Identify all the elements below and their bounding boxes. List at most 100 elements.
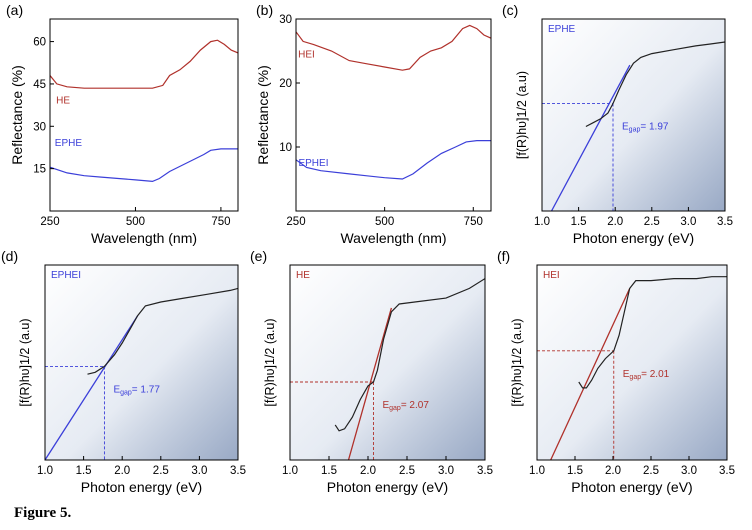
plot-background bbox=[542, 19, 725, 211]
x-tick-label: 3.0 bbox=[681, 465, 697, 477]
series-line-he bbox=[334, 278, 485, 432]
chart-panel-3: 1.0 1.5 2.0 2.5 3.0 3.5 Photon energy (eV) [f(R… bbox=[502, 2, 733, 246]
plot-data bbox=[45, 287, 238, 460]
series-line-ephe bbox=[585, 41, 725, 128]
panel-tag: (e) bbox=[250, 248, 267, 264]
y-tick-label: 30 bbox=[33, 121, 46, 133]
y-tick-label: 15 bbox=[33, 164, 46, 176]
x-tick-label: 2.5 bbox=[399, 465, 415, 477]
plot-data bbox=[290, 278, 485, 460]
x-tick-label: 2.5 bbox=[644, 216, 660, 228]
panel-tag: (b) bbox=[256, 2, 273, 18]
x-tick-label: 3.5 bbox=[477, 465, 493, 477]
x-axis-label: Wavelength (nm) bbox=[340, 230, 446, 246]
x-tick-label: 1.5 bbox=[571, 216, 587, 228]
plot-data bbox=[50, 39, 238, 183]
egap-subscript: gap bbox=[629, 126, 641, 133]
panel-tag: (f) bbox=[497, 248, 510, 264]
y-axis-label-part: [f(R)hυ]1/2 (a.u) bbox=[18, 318, 32, 406]
axes-frame bbox=[536, 264, 728, 461]
y-tick-label: 20 bbox=[279, 78, 292, 90]
x-tick-label: 2.0 bbox=[114, 465, 130, 477]
axes-frame bbox=[49, 18, 239, 212]
plot-background bbox=[296, 19, 491, 211]
egap-subscript: gap bbox=[120, 389, 132, 396]
x-tick-label: 3.0 bbox=[680, 216, 696, 228]
x-tick-label: 3.5 bbox=[717, 216, 733, 228]
x-tick-label: 1.5 bbox=[321, 465, 337, 477]
egap-value: = 1.97 bbox=[640, 121, 669, 132]
plot-background bbox=[50, 19, 238, 211]
x-tick-label: 1.0 bbox=[37, 465, 53, 477]
x-tick-label: 2.5 bbox=[643, 465, 659, 477]
y-axis-label: [f(R)hυ]1/2 (a.u) bbox=[510, 318, 524, 406]
axes-frame bbox=[44, 264, 239, 461]
panel-tag: (d) bbox=[1, 248, 18, 264]
x-tick-label: 3.0 bbox=[438, 465, 454, 477]
tangent-fit-line bbox=[550, 288, 631, 460]
x-tick-label: 500 bbox=[126, 216, 145, 228]
plot-data bbox=[537, 276, 727, 460]
x-tick-label: 1.5 bbox=[567, 465, 583, 477]
series-line-ephe bbox=[50, 148, 238, 183]
tangent-fit-line bbox=[550, 64, 631, 211]
x-axis-label: Photon energy (eV) bbox=[327, 479, 448, 495]
series-label: HEI bbox=[298, 49, 315, 60]
y-axis-label-part: [f(R)hυ]1/2 (a.u) bbox=[263, 318, 277, 406]
tangent-fit-line bbox=[45, 315, 139, 460]
x-tick-label: 250 bbox=[40, 216, 59, 228]
y-axis-label-part: [f(R)hυ]1/2 (a.u) bbox=[515, 71, 529, 159]
panel-tag: (a) bbox=[6, 2, 23, 18]
egap-subscript: gap bbox=[389, 405, 401, 412]
x-axis-label: Photon energy (eV) bbox=[81, 479, 202, 495]
chart-panel-1: 250 500 750 15 30 45 60 Wavelength (nm) Reflecta… bbox=[6, 2, 239, 246]
series-label: HE bbox=[56, 96, 70, 107]
x-tick-label: 3.5 bbox=[719, 465, 735, 477]
x-tick-label: 3.0 bbox=[191, 465, 207, 477]
chart-panel-5: 1.0 1.5 2.0 2.5 3.0 3.5 Photon energy (eV) [f(R… bbox=[250, 248, 493, 495]
chart-panel-4: 1.0 1.5 2.0 2.5 3.0 3.5 Photon energy (eV) [f(R… bbox=[1, 248, 246, 495]
x-tick-label: 750 bbox=[211, 216, 230, 228]
x-tick-label: 2.0 bbox=[607, 216, 623, 228]
axes-frame bbox=[295, 18, 492, 212]
x-tick-label: 250 bbox=[286, 216, 305, 228]
plot-background bbox=[290, 265, 485, 460]
series-line-he bbox=[50, 39, 238, 89]
series-line-hei bbox=[578, 276, 727, 389]
sample-label: HEI bbox=[543, 270, 560, 281]
egap-value: = 2.07 bbox=[401, 400, 430, 411]
x-tick-label: 3.5 bbox=[230, 465, 246, 477]
egap-subscript: gap bbox=[629, 374, 641, 381]
y-axis-label: [f(R)hυ]1/2 (a.u) bbox=[515, 71, 529, 159]
x-axis-label: Photon energy (eV) bbox=[571, 479, 692, 495]
y-axis-label-part: [f(R)hυ]1/2 (a.u) bbox=[510, 318, 524, 406]
panel-tag: (c) bbox=[502, 2, 518, 18]
plot-data bbox=[542, 41, 725, 211]
sample-label: HE bbox=[296, 270, 310, 281]
plot-data bbox=[296, 24, 491, 180]
x-tick-label: 750 bbox=[464, 216, 483, 228]
chart-panel-6: 1.0 1.5 2.0 2.5 3.0 3.5 Photon energy (eV) [f(R… bbox=[497, 248, 735, 495]
series-label: EPHEI bbox=[298, 158, 328, 169]
x-tick-label: 1.0 bbox=[529, 465, 545, 477]
plot-background bbox=[45, 265, 238, 460]
axes-frame bbox=[541, 18, 726, 212]
x-tick-label: 2.0 bbox=[360, 465, 376, 477]
y-tick-label: 45 bbox=[33, 79, 46, 91]
x-tick-label: 1.0 bbox=[534, 216, 550, 228]
series-line-ephei bbox=[87, 287, 238, 375]
x-tick-label: 2.5 bbox=[153, 465, 169, 477]
series-line-ephei bbox=[296, 140, 491, 180]
sample-label: EPHE bbox=[548, 24, 576, 35]
x-tick-label: 2.0 bbox=[605, 465, 621, 477]
x-axis-label: Photon energy (eV) bbox=[573, 230, 694, 246]
sample-label: EPHEI bbox=[51, 270, 81, 281]
y-tick-label: 10 bbox=[279, 142, 292, 154]
x-tick-label: 1.5 bbox=[76, 465, 92, 477]
y-axis-label: Reflectance (%) bbox=[255, 65, 271, 165]
x-tick-label: 500 bbox=[375, 216, 394, 228]
y-tick-label: 30 bbox=[279, 14, 292, 26]
chart-panel-2: 250 500 750 10 20 30 Wavelength (nm) Reflectanc… bbox=[255, 2, 492, 246]
y-tick-label: 60 bbox=[33, 37, 46, 49]
